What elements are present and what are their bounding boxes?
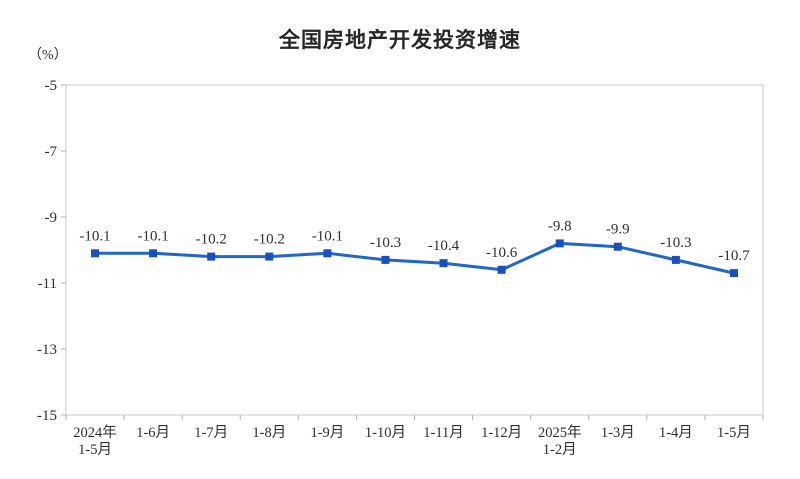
- x-axis-tick-label: 1-3月: [601, 425, 635, 441]
- y-axis-tick-label: -7: [45, 144, 58, 160]
- x-axis-tick-label: 1-11月: [423, 425, 464, 441]
- data-point-marker: [149, 249, 158, 258]
- data-point-marker: [207, 252, 216, 261]
- data-point-label: -10.6: [486, 245, 518, 261]
- data-point-marker: [91, 249, 100, 258]
- data-point-marker: [323, 249, 332, 258]
- data-point-marker: [729, 269, 738, 278]
- data-point-marker: [381, 255, 390, 264]
- y-axis-unit-label: （%）: [28, 48, 68, 63]
- data-point-label: -10.1: [79, 228, 110, 244]
- data-point-label: -10.1: [138, 228, 169, 244]
- data-line: [93, 241, 736, 275]
- x-axis-tick-label: 1-8月: [252, 425, 286, 441]
- data-point-label: -10.7: [718, 248, 750, 264]
- x-axis-tick-label: 2024年: [73, 424, 117, 441]
- x-axis-tick-label: 1-12月: [481, 425, 522, 441]
- data-point-label: -10.3: [370, 235, 401, 251]
- data-point-label: -9.9: [606, 222, 630, 238]
- x-axis-tick-label: 1-4月: [659, 425, 693, 441]
- x-axis-tick-label: 1-9月: [310, 425, 344, 441]
- data-point-marker: [613, 242, 622, 251]
- plot-border: [65, 84, 764, 416]
- data-point-label: -10.2: [254, 232, 285, 248]
- chart-title: 全国房地产开发投资增速: [279, 29, 521, 52]
- data-point-label: -10.4: [428, 238, 460, 254]
- data-point-marker: [555, 239, 564, 248]
- data-point-marker: [265, 252, 274, 261]
- x-axis-tick-label: 1-6月: [136, 425, 170, 441]
- x-axis-tick-label: 1-10月: [365, 425, 406, 441]
- x-axis-tick-label: 2025年: [538, 424, 582, 441]
- y-axis-tick-label: -13: [37, 342, 57, 358]
- data-point-marker: [671, 255, 680, 264]
- y-axis-tick-label: -9: [45, 210, 58, 226]
- x-axis-tick-label: 1-2月: [543, 442, 577, 458]
- x-axis-tick-label: 1-7月: [194, 425, 228, 441]
- data-point-label: -10.3: [660, 235, 691, 251]
- y-axis-tick-label: -5: [45, 78, 58, 94]
- data-point-label: -9.8: [548, 218, 572, 234]
- y-axis-tick-label: -11: [38, 276, 57, 292]
- y-axis-tick-label: -15: [37, 408, 57, 424]
- data-point-label: -10.1: [312, 228, 343, 244]
- x-axis-tick-label: 1-5月: [78, 442, 112, 458]
- data-point-marker: [497, 265, 506, 274]
- data-point-label: -10.2: [196, 232, 227, 248]
- data-point-marker: [439, 259, 448, 268]
- x-axis-tick-label: 1-5月: [717, 425, 751, 441]
